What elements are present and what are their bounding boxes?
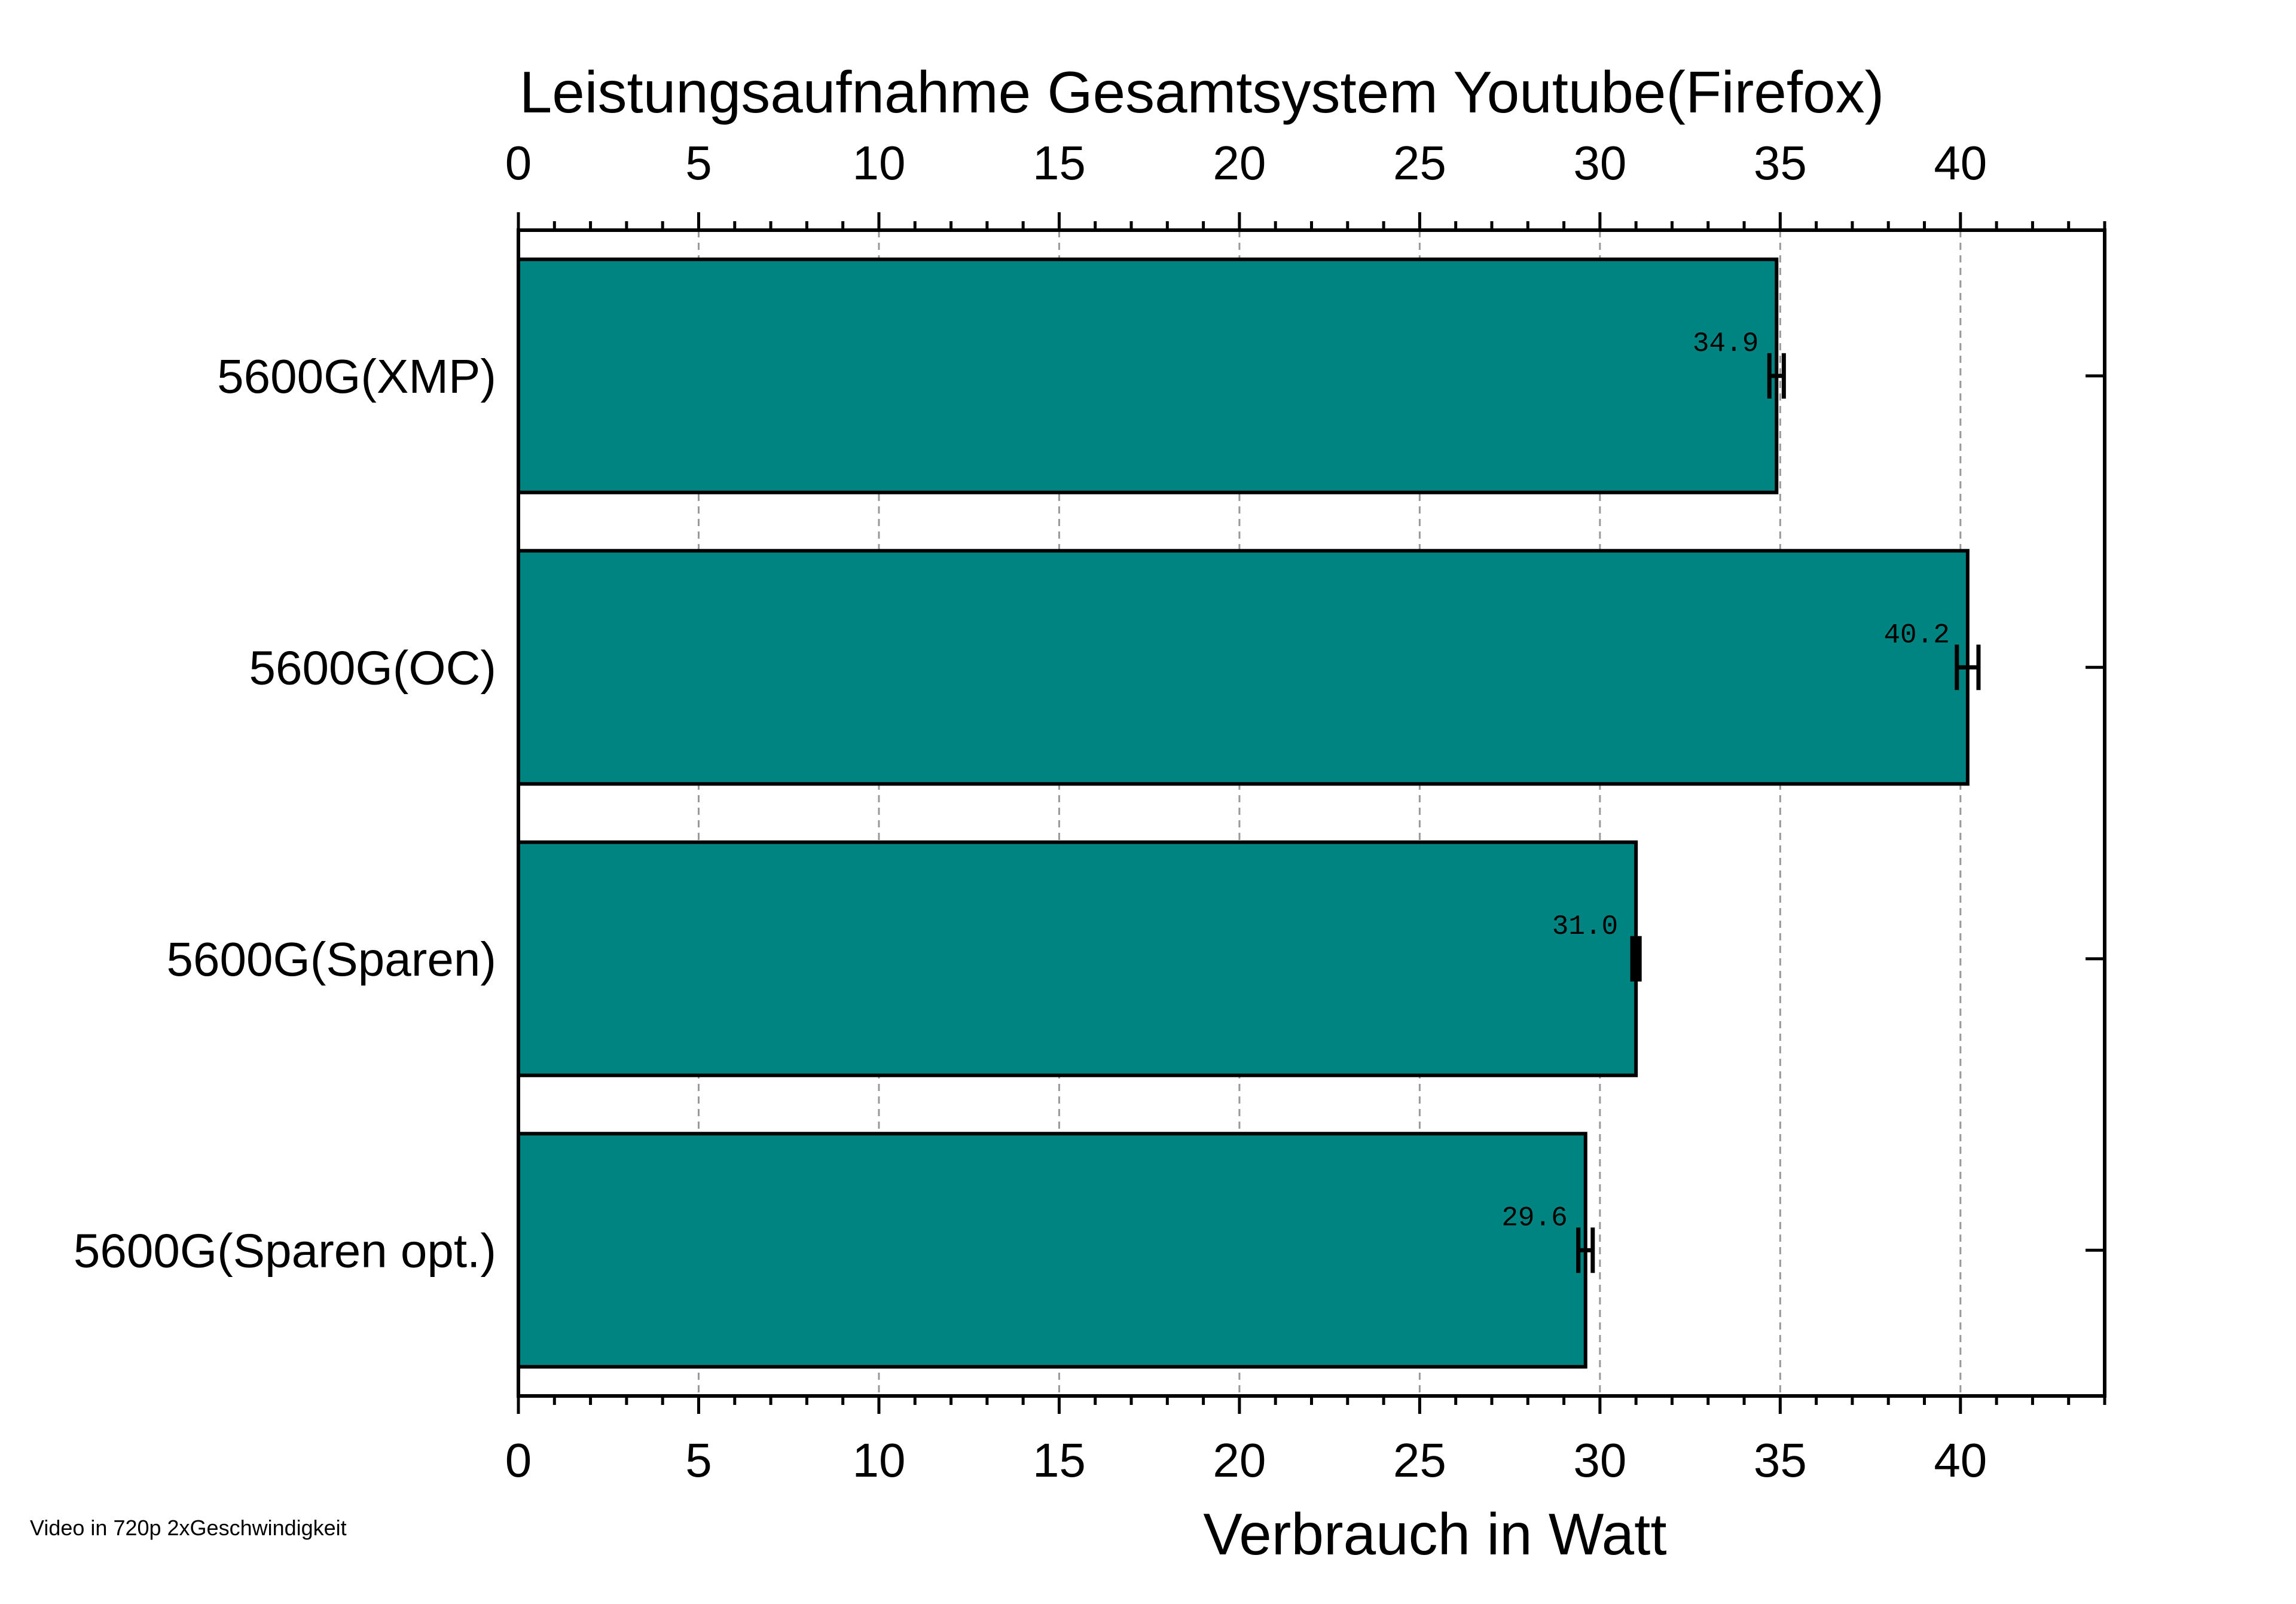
category-label-2: 5600G(Sparen) <box>167 933 496 986</box>
plot-frame <box>517 228 2106 1398</box>
x-tick-label-top: 35 <box>1754 136 1807 190</box>
data-label-0: 34.9 <box>1693 328 1758 359</box>
category-label-1: 5600G(OC) <box>249 641 496 694</box>
x-tick-label-top: 30 <box>1573 136 1626 190</box>
x-tick-label-bottom: 35 <box>1754 1434 1807 1487</box>
x-tick-label-bottom: 15 <box>1033 1434 1086 1487</box>
category-label-0: 5600G(XMP) <box>217 350 496 403</box>
x-tick-label-bottom: 10 <box>852 1434 905 1487</box>
x-tick-label-bottom: 0 <box>505 1434 532 1487</box>
x-tick-label-bottom: 25 <box>1393 1434 1446 1487</box>
x-tick-label-bottom: 5 <box>685 1434 712 1487</box>
chart-title: Leistungsaufnahme Gesamtsystem Youtube(F… <box>520 59 1884 125</box>
x-tick-label-bottom: 20 <box>1213 1434 1266 1487</box>
bar-1 <box>517 549 1970 786</box>
footnote: Video in 720p 2xGeschwindigkeit <box>30 1516 347 1540</box>
x-tick-label-top: 5 <box>685 136 712 190</box>
bar-0 <box>517 257 1779 494</box>
bars <box>517 257 1981 1369</box>
x-tick-label-top: 40 <box>1934 136 1987 190</box>
data-label-3: 29.6 <box>1501 1202 1567 1233</box>
x-tick-label-top: 25 <box>1393 136 1446 190</box>
x-tick-label-top: 10 <box>852 136 905 190</box>
x-tick-label-top: 0 <box>505 136 532 190</box>
labels: 0 0 5 5 10 10 15 15 20 20 25 25 30 30 35 35 40 40 34.9 5600… <box>74 136 1987 1487</box>
data-label-2: 31.0 <box>1552 911 1618 942</box>
x-tick-label-bottom: 30 <box>1573 1434 1626 1487</box>
x-tick-label-top: 15 <box>1033 136 1086 190</box>
bar-2 <box>517 840 1638 1077</box>
x-axis-title: Verbrauch in Watt <box>1203 1501 1666 1567</box>
bar-3 <box>517 1132 1587 1369</box>
x-tick-label-top: 20 <box>1213 136 1266 190</box>
x-tick-label-bottom: 40 <box>1934 1434 1987 1487</box>
data-label-1: 40.2 <box>1883 619 1949 650</box>
category-label-3: 5600G(Sparen opt.) <box>74 1224 496 1277</box>
